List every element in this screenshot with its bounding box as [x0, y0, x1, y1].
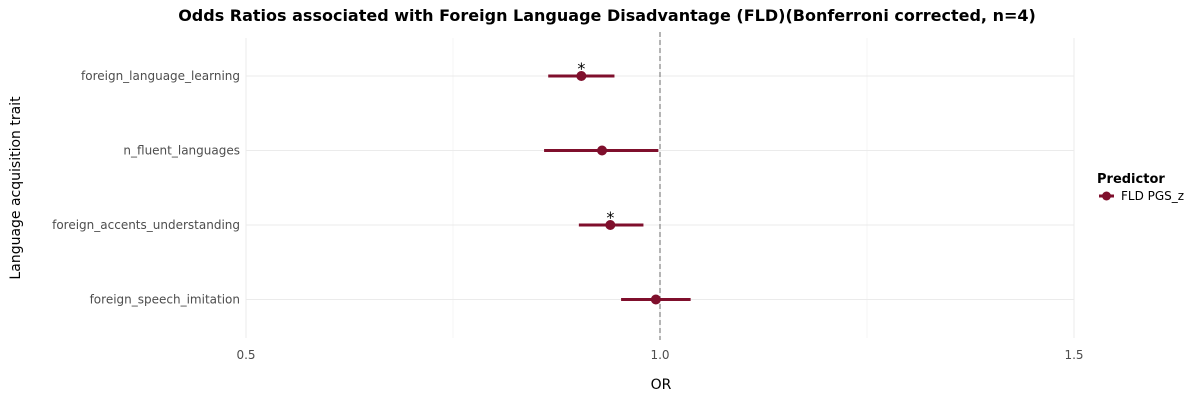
y-tick-label: n_fluent_languages: [123, 144, 240, 158]
legend-entry-label: FLD PGS_z: [1121, 189, 1184, 203]
point-estimate: [576, 71, 587, 81]
point-estimate: [605, 220, 616, 230]
x-tick-labels: 0.5 1.0 1.5: [236, 348, 1083, 362]
significance-marker: *: [606, 208, 614, 227]
y-axis-title: Language acquisition trait: [8, 96, 24, 280]
point-estimate: [597, 145, 608, 156]
y-tick-label: foreign_language_learning: [81, 69, 240, 83]
y-tick-labels: foreign_language_learning n_fluent_langua…: [52, 69, 240, 307]
x-tick-label: 0.5: [236, 348, 255, 362]
data-marks: **: [544, 59, 691, 305]
chart-title: Odds Ratios associated with Foreign Lang…: [178, 6, 1036, 25]
x-tick-label: 1.0: [650, 348, 669, 362]
y-tick-label: foreign_accents_understanding: [52, 218, 240, 232]
legend-key-dot: [1102, 191, 1111, 201]
legend-title: Predictor: [1097, 172, 1165, 187]
significance-marker: *: [577, 59, 585, 78]
x-axis-title: OR: [651, 377, 672, 393]
legend: Predictor FLD PGS_z: [1097, 172, 1184, 203]
y-tick-label: foreign_speech_imitation: [90, 293, 240, 307]
point-estimate: [650, 294, 661, 305]
x-tick-label: 1.5: [1064, 348, 1083, 362]
